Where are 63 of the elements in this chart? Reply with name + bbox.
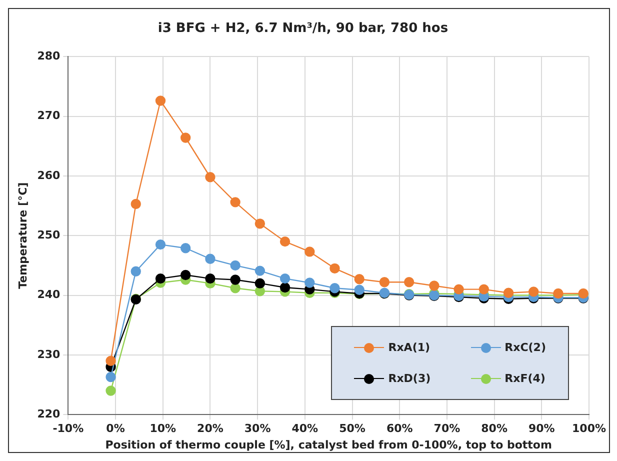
point (130, 266, 141, 276)
point (528, 286, 539, 297)
chart-title: i3 BFG + H2, 6.7 Nm³/h, 90 bar, 780 hos (158, 21, 448, 36)
point (180, 270, 191, 280)
legend-label: RxF(4) (504, 372, 546, 385)
x-tick-label: -10% (52, 422, 84, 436)
point (155, 96, 166, 106)
point (180, 132, 191, 143)
x-tick-label: 10% (150, 422, 176, 436)
x-tick-label: 40% (292, 422, 318, 436)
x-tick-label: 0% (106, 422, 125, 436)
point (254, 278, 266, 288)
x-tick-label: 80% (481, 422, 508, 436)
x-tick-label: 70% (434, 422, 460, 436)
point (454, 284, 464, 294)
point (205, 254, 216, 264)
point (280, 282, 290, 293)
point (230, 197, 240, 208)
point (379, 277, 390, 288)
y-tick-label: 270 (37, 109, 60, 122)
point (503, 288, 514, 298)
point (130, 198, 141, 210)
point (478, 284, 489, 294)
point (205, 172, 216, 182)
point (230, 274, 240, 285)
x-tick-label: 100% (572, 422, 606, 436)
point (304, 246, 315, 257)
point (404, 277, 414, 288)
point (180, 243, 191, 254)
point (230, 260, 240, 271)
point (230, 283, 240, 294)
legend-label: RxD(3) (388, 372, 431, 385)
y-axis-title: Temperature [°C] (16, 182, 30, 289)
point (155, 273, 166, 284)
point (304, 278, 315, 288)
legend-label: RxA(1) (388, 341, 430, 354)
point (280, 273, 290, 284)
point (106, 356, 116, 366)
y-tick-label: 240 (37, 288, 60, 302)
point (280, 236, 290, 247)
y-tick-label: 220 (37, 407, 60, 420)
y-tick-label: 230 (37, 348, 60, 361)
y-tick-label: 260 (37, 168, 60, 182)
point (155, 239, 166, 250)
point (106, 386, 116, 396)
x-axis-title: Position of thermo couple [%], catalyst bed from 0-100%, top to bottom (105, 438, 552, 452)
x-tick-label: 60% (386, 422, 413, 436)
point (429, 280, 440, 291)
x-tick-label: 50% (339, 422, 366, 436)
point (354, 274, 364, 284)
point (330, 263, 340, 274)
x-tick-label: 30% (244, 422, 271, 436)
point (354, 284, 364, 295)
x-tick-label: 20% (197, 422, 224, 436)
point (254, 218, 266, 229)
point (106, 372, 116, 382)
point (254, 266, 266, 276)
legend-label: RxC(2) (504, 341, 546, 354)
x-tick-label: 90% (528, 422, 555, 436)
point (205, 273, 216, 284)
point (330, 283, 340, 294)
y-tick-label: 280 (37, 49, 60, 62)
y-tick-label: 250 (37, 228, 60, 242)
